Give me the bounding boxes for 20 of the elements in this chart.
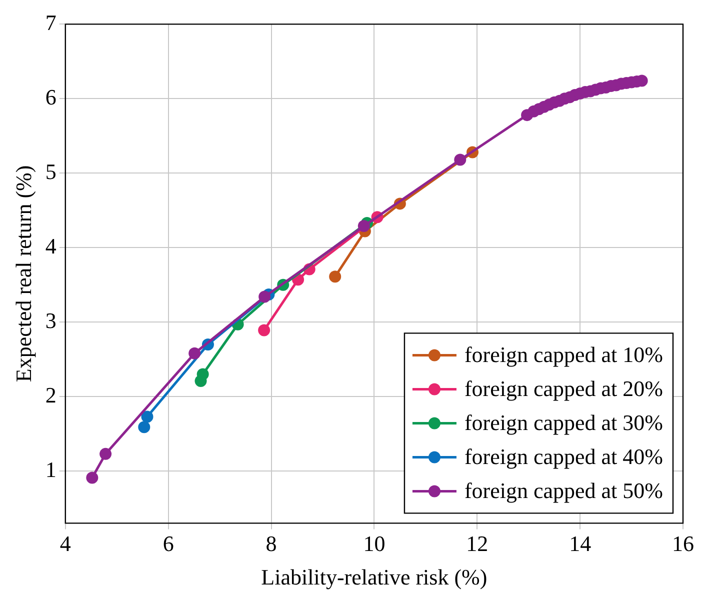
- y-tick-label: 5: [45, 158, 56, 184]
- y-tick-label: 1: [45, 456, 56, 482]
- legend-label: foreign capped at 30%: [464, 410, 664, 435]
- legend-label: foreign capped at 40%: [464, 444, 664, 469]
- legend-label: foreign capped at 50%: [464, 478, 664, 503]
- legend-label: foreign capped at 20%: [464, 376, 664, 401]
- x-tick-label: 12: [466, 531, 488, 556]
- x-tick-label: 10: [363, 531, 386, 556]
- x-tick-label: 14: [569, 531, 592, 556]
- x-axis-title: Liability-relative risk (%): [261, 564, 488, 590]
- y-tick-label: 7: [45, 10, 56, 35]
- x-tick-label: 16: [672, 531, 694, 556]
- y-tick-label: 3: [45, 308, 56, 333]
- y-tick-label: 6: [45, 84, 56, 110]
- x-tick-label: 8: [266, 531, 277, 556]
- y-tick-label: 4: [45, 233, 56, 258]
- legend-label: foreign capped at 10%: [464, 342, 664, 367]
- x-tick-label: 6: [162, 531, 174, 556]
- y-tick-label: 2: [45, 382, 56, 408]
- y-axis-title: Expected real return (%): [10, 165, 36, 382]
